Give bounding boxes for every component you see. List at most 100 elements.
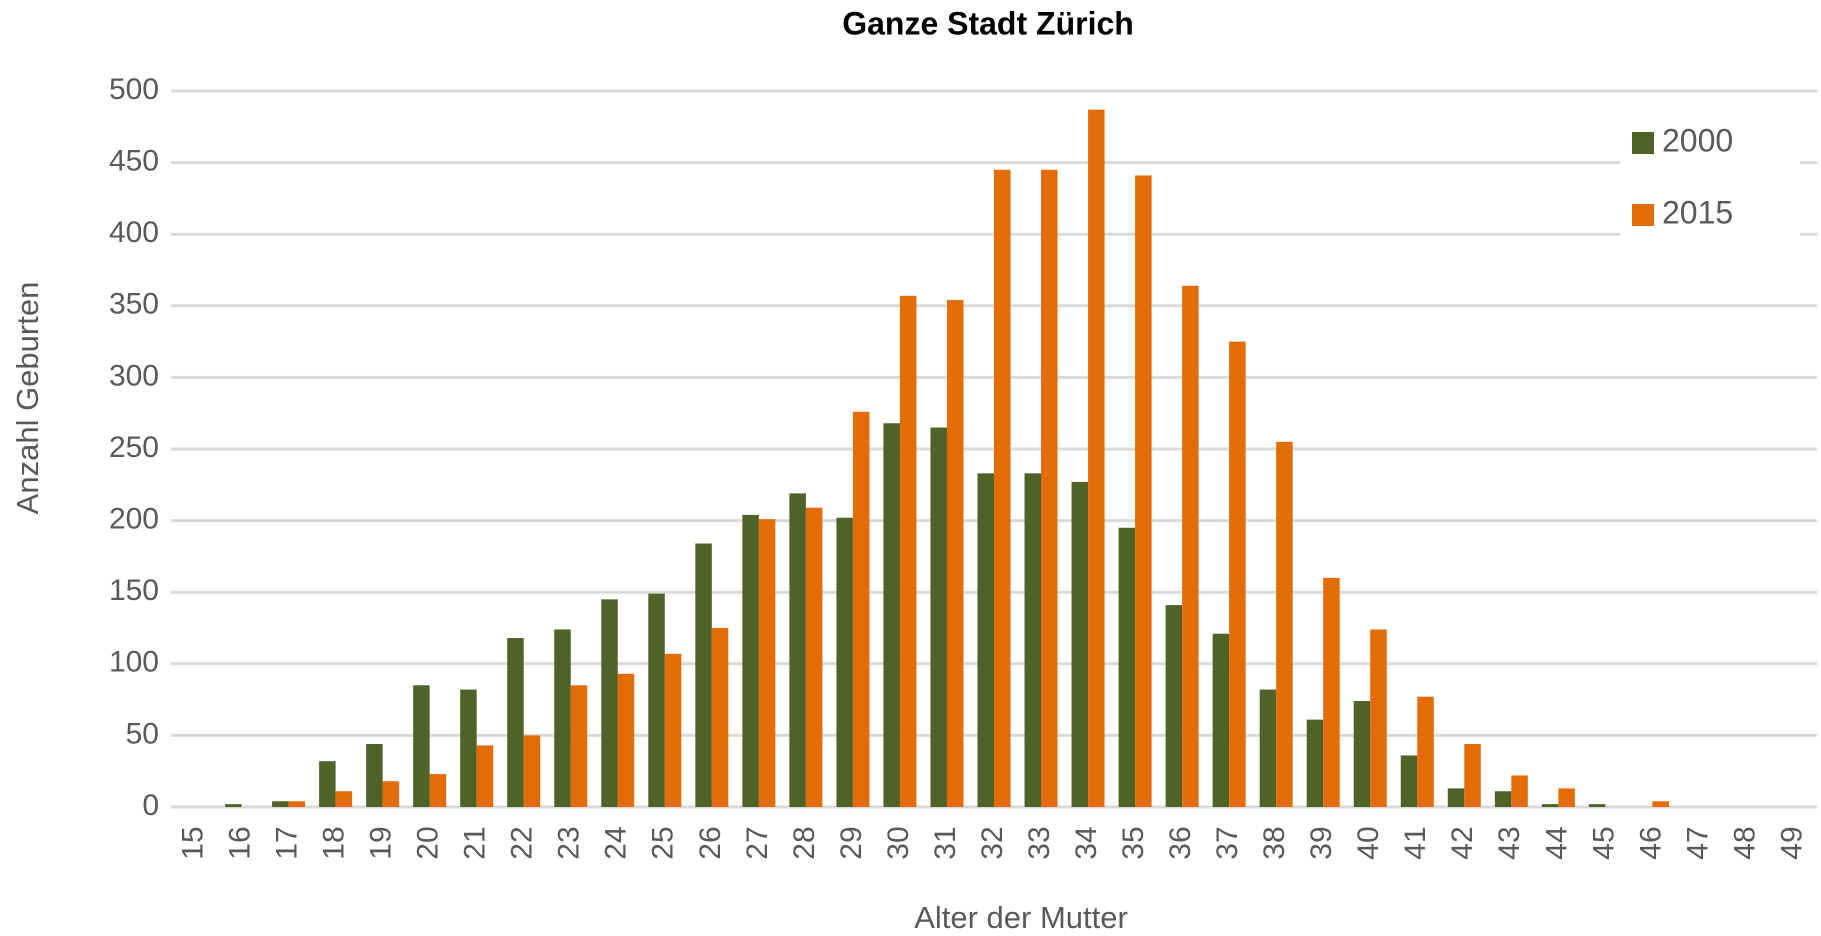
legend-swatch [1632,132,1654,154]
bar [1088,109,1105,808]
x-tick-label: 34 [1070,826,1103,859]
x-tick-label: 20 [412,826,445,859]
bar [1229,341,1246,807]
bar [899,295,917,807]
x-tick-label: 27 [741,826,774,859]
x-tick-label: 36 [1164,826,1197,859]
bar [1511,775,1528,807]
bar [1071,481,1089,807]
x-tick-label: 49 [1775,826,1808,859]
y-tick-label: 50 [126,717,159,750]
bar [852,411,870,807]
bar [946,300,964,807]
bar [977,473,994,807]
bar [272,801,289,807]
bar [1323,577,1340,807]
x-tick-label: 42 [1446,826,1479,859]
bar [1417,696,1434,807]
bar [460,689,477,807]
y-tick-label: 100 [109,646,159,679]
x-tick-label: 46 [1634,826,1667,859]
x-tick-label: 19 [365,826,398,859]
y-tick-label: 200 [109,503,159,536]
bar [570,685,588,807]
bar [1212,633,1230,807]
legend-label: 2015 [1662,194,1733,230]
bar [1652,801,1669,807]
x-tick-label: 45 [1587,826,1620,859]
y-tick-label: 0 [142,789,159,822]
bar [225,804,242,807]
bar [1165,605,1183,807]
bar [994,169,1011,807]
x-tick-label: 41 [1399,826,1432,859]
x-tick-label: 39 [1305,826,1338,859]
bar [1306,719,1324,807]
bar [1118,527,1136,807]
y-tick-label: 350 [109,288,159,321]
bar [805,507,823,807]
bar [617,673,635,807]
x-tick-label: 29 [835,826,868,859]
y-tick-label: 300 [109,359,159,392]
bar [1182,285,1199,807]
bar [1276,441,1293,807]
bar [1541,804,1559,807]
x-tick-label: 44 [1540,826,1573,859]
x-tick-label: 40 [1352,826,1385,859]
y-tick-label: 150 [109,574,159,607]
x-tick-label: 23 [553,826,586,859]
x-axis-label: Alter der Mutter [914,900,1128,935]
bar [601,599,618,807]
bar [789,493,806,807]
x-tick-label: 31 [929,826,962,859]
y-tick-label: 500 [109,73,159,106]
y-tick-label: 450 [109,145,159,178]
bar [1464,743,1481,807]
bar [1447,788,1465,807]
x-tick-label: 30 [882,826,915,859]
bar [366,743,383,807]
bar [288,801,306,807]
x-tick-label: 18 [318,826,351,859]
x-tick-label: 25 [647,826,680,859]
x-tick-label: 38 [1258,826,1291,859]
bar [319,761,336,807]
bar [523,735,541,807]
x-tick-label: 33 [1023,826,1056,859]
x-tick-label: 16 [223,826,256,859]
x-tick-label: 17 [270,826,303,859]
bar [1259,689,1277,807]
bar [1353,701,1371,807]
y-axis-label: Anzahl Geburten [10,282,45,515]
bar [335,791,353,807]
bar [1041,169,1058,807]
bar [742,514,759,807]
bar [413,685,430,807]
bar [758,519,776,807]
x-tick-label: 35 [1117,826,1150,859]
y-tick-label: 400 [109,216,159,249]
x-tick-label: 22 [506,826,539,859]
bar [1370,629,1387,807]
bar [476,745,494,807]
bar [1135,175,1152,807]
x-tick-label: 28 [788,826,821,859]
bar [1494,791,1512,807]
bar [1588,804,1606,807]
x-tick-label: 24 [600,826,633,859]
x-tick-label: 26 [694,826,727,859]
bar [883,423,900,807]
legend-label: 2000 [1662,122,1733,158]
x-tick-label: 37 [1211,826,1244,859]
bar [664,653,682,807]
chart-title: Ganze Stadt Zürich [842,5,1134,41]
bar [554,629,571,807]
bar [1400,755,1418,807]
x-tick-label: 21 [459,826,492,859]
legend-swatch [1632,204,1654,226]
bar [507,638,524,807]
bar [648,593,665,807]
bar [930,427,947,807]
